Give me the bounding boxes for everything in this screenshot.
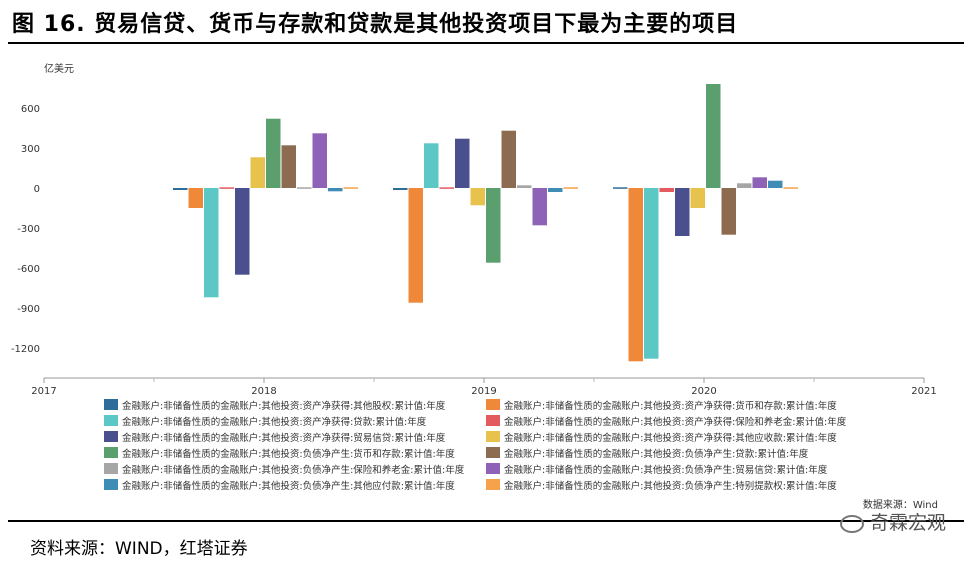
legend-label: 金融账户:非储备性质的金融账户:其他投资:负债净产生:贸易信贷:累计值:年度	[504, 464, 828, 476]
legend-label: 金融账户:非储备性质的金融账户:其他投资:负债净产生:货币和存款:累计值:年度	[122, 448, 455, 460]
legend-label: 金融账户:非储备性质的金融账户:其他投资:负债净产生:保险和养老金:累计值:年度	[122, 464, 465, 476]
bar-2020-series-10	[752, 177, 767, 188]
legend-label: 金融账户:非储备性质的金融账户:其他投资:资产净获得:保险和养老金:累计值:年度	[504, 416, 847, 428]
bar-2019-series-5	[455, 138, 470, 188]
bar-2018-series-8	[281, 145, 296, 188]
bar-2018-series-10	[312, 133, 327, 188]
bar-2018-series-2	[188, 188, 203, 208]
y-axis-unit: 亿美元	[44, 62, 74, 75]
bar-2019-series-12	[563, 187, 578, 189]
legend-label: 金融账户:非储备性质的金融账户:其他投资:资产净获得:贷款:累计值:年度	[122, 416, 427, 428]
bar-2019-series-2	[408, 188, 423, 303]
x-tick-label: 2021	[911, 386, 936, 397]
bar-2020-series-6	[690, 188, 705, 208]
legend-label: 金融账户:非储备性质的金融账户:其他投资:资产净获得:货币和存款:累计值:年度	[504, 400, 837, 412]
bar-2019-series-9	[517, 185, 532, 188]
bar-2018-series-11	[328, 188, 343, 192]
watermark: 奇霖宏观	[839, 508, 946, 535]
bar-2019-series-10	[532, 188, 547, 226]
x-tick-label: 2017	[31, 386, 56, 397]
legend-swatch	[104, 479, 118, 490]
legend-swatch	[486, 431, 500, 442]
bar-2020-series-4	[659, 188, 674, 192]
bar-2020-series-12	[783, 187, 798, 189]
chart-source-note: 数据来源：Wind	[863, 498, 938, 511]
legend-label: 金融账户:非储备性质的金融账户:其他投资:资产净获得:贸易信贷:累计值:年度	[122, 432, 446, 444]
legend-swatch	[104, 415, 118, 426]
x-tick-label: 2020	[691, 386, 716, 397]
top-rule	[8, 42, 964, 44]
bar-2019-series-8	[501, 130, 516, 188]
bar-2018-series-12	[343, 187, 358, 189]
y-tick-label: -300	[17, 224, 40, 235]
bar-2018-series-7	[266, 118, 281, 188]
bar-2018-series-9	[297, 187, 312, 189]
x-tick-label: 2019	[471, 386, 496, 397]
bar-2020-series-1	[613, 187, 628, 189]
legend-swatch	[104, 399, 118, 410]
legend-swatch	[486, 415, 500, 426]
legend-swatch	[104, 447, 118, 458]
bar-2018-series-5	[235, 188, 250, 275]
bar-2019-series-4	[439, 187, 454, 189]
legend-label: 金融账户:非储备性质的金融账户:其他投资:负债净产生:贷款:累计值:年度	[504, 448, 809, 460]
bar-2020-series-9	[737, 183, 752, 188]
bar-2018-series-6	[250, 157, 265, 188]
bar-2020-series-11	[768, 180, 783, 188]
bar-2020-series-2	[628, 188, 643, 362]
y-tick-label: 300	[21, 144, 40, 155]
bottom-rule	[8, 520, 964, 522]
y-tick-label: 0	[34, 184, 40, 195]
bar-2020-series-5	[675, 188, 690, 236]
y-tick-label: -600	[17, 264, 40, 275]
legend-label: 金融账户:非储备性质的金融账户:其他投资:资产净获得:其他应收款:累计值:年度	[504, 432, 837, 444]
legend-swatch	[486, 447, 500, 458]
legend-label: 金融账户:非储备性质的金融账户:其他投资:资产净获得:其他股权:累计值:年度	[122, 400, 446, 412]
legend-label: 金融账户:非储备性质的金融账户:其他投资:负债净产生:特别提款权:累计值:年度	[504, 480, 837, 492]
source-note: 资料来源：WIND，红塔证券	[30, 539, 248, 559]
bar-2020-series-3	[644, 188, 659, 359]
bar-2018-series-1	[173, 188, 188, 190]
y-tick-label: -1200	[11, 344, 40, 355]
bar-2019-series-11	[548, 188, 563, 192]
bar-2019-series-3	[424, 143, 439, 188]
wechat-icon	[839, 514, 864, 533]
watermark-text: 奇霖宏观	[869, 512, 946, 534]
bar-2018-series-4	[219, 187, 234, 189]
bar-2019-series-7	[486, 188, 501, 263]
bar-2020-series-7	[706, 84, 721, 188]
bar-2018-series-3	[204, 188, 219, 298]
figure-title: 图 16. 贸易信贷、货币与存款和贷款是其他投资项目下最为主要的项目	[12, 12, 739, 37]
legend-swatch	[104, 431, 118, 442]
y-tick-label: -900	[17, 304, 40, 315]
legend-swatch	[486, 463, 500, 474]
legend-label: 金融账户:非储备性质的金融账户:其他投资:负债净产生:其他应付款:累计值:年度	[122, 480, 455, 492]
legend-swatch	[104, 463, 118, 474]
legend-swatch	[486, 479, 500, 490]
y-tick-label: 600	[21, 104, 40, 115]
x-tick-label: 2018	[251, 386, 276, 397]
bar-2020-series-8	[721, 188, 736, 235]
bar-2019-series-6	[470, 188, 485, 206]
legend-swatch	[486, 399, 500, 410]
bar-2019-series-1	[393, 188, 408, 190]
